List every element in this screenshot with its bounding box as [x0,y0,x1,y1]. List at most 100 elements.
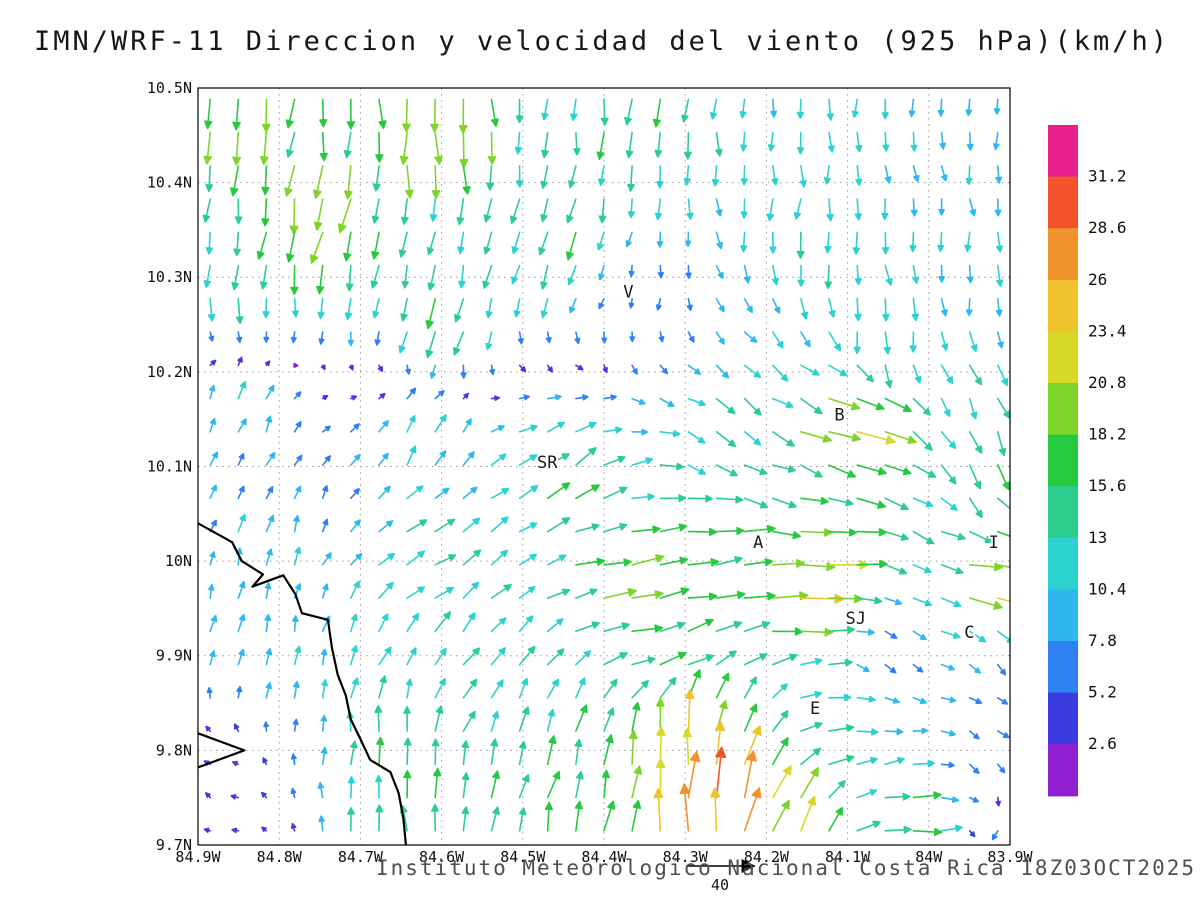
wind-arrow [425,298,436,330]
wind-arrow [992,131,1000,151]
wind-arrow [293,454,303,466]
wind-arrow [231,827,240,834]
wind-arrow [350,644,359,666]
wind-arrow [884,397,912,412]
wind-arrow [627,198,635,219]
wind-arrow [743,621,771,633]
wind-arrow [346,98,356,130]
wind-arrow [968,198,977,217]
wind-arrow [909,231,917,253]
colorbar-segment [1048,537,1078,590]
axis-y-labels: 10.5N 10.4N 10.3N 10.2N 10.1N 10N 9.9N 9.8N 9.7N [147,79,192,854]
wind-arrow [403,770,412,799]
colorbar-segment [1048,383,1078,436]
wind-arrow [800,298,809,320]
wind-arrow [233,231,241,257]
wind-arrow [518,454,538,466]
wind-arrow [350,677,359,699]
x-tick-label: 84.9W [175,848,221,866]
wind-arrow [208,584,215,599]
wind-arrow [653,788,664,832]
y-tick-label: 9.9N [156,647,192,665]
wind-arrow [631,701,641,732]
wind-arrow [378,452,389,466]
wind-arrow [800,627,834,637]
wind-arrow [293,421,302,433]
wind-arrow [687,558,720,567]
wind-arrow [968,830,976,838]
wind-arrow [546,678,559,699]
station-label: V [623,282,633,302]
wind-arrow [856,397,885,411]
wind-arrow [940,165,948,182]
wind-arrow [912,564,932,574]
wind-arrow [715,231,723,250]
wind-arrow [884,663,897,674]
wind-arrow [600,98,609,126]
wind-arrow [598,298,605,310]
wind-arrow [350,453,361,466]
wind-arrow [828,780,846,799]
wind-arrow [292,298,299,318]
wind-arrow [940,431,957,450]
wind-arrow [203,131,212,165]
reference-arrow [686,858,756,874]
wind-arrow [265,548,273,566]
wind-arrow [997,497,1010,514]
wind-arrow [884,364,893,389]
wind-arrow [290,753,297,766]
wind-arrow [261,165,270,196]
station-label: A [753,533,763,553]
wind-arrow [800,747,822,766]
wind-arrow [482,264,493,289]
wind-arrow [406,519,428,533]
wind-arrow [546,588,571,599]
wind-arrow [685,264,692,279]
wind-arrow [940,663,955,671]
wind-arrow [800,690,823,699]
wind-arrow [628,730,638,766]
wind-arrow [968,397,978,420]
wind-arrow [603,455,626,466]
wind-arrow [687,750,701,799]
wind-arrow [800,657,823,666]
wind-arrow [261,198,270,227]
wind-arrow [796,131,805,155]
wind-arrow [826,198,834,222]
wind-arrow [715,331,725,345]
wind-arrow [715,198,723,217]
wind-arrow [370,264,380,289]
colorbar-segment [1048,589,1078,642]
wind-arrow [320,714,328,732]
wind-arrow [546,453,570,466]
y-tick-label: 10.5N [147,79,192,97]
x-tick-label: 84.2W [744,848,790,866]
wind-arrow [205,231,213,255]
wind-arrow [828,659,853,667]
wind-arrow [884,792,911,801]
colorbar-label: 10.4 [1088,579,1127,598]
wind-arrow [743,787,762,832]
wind-arrow [237,381,247,400]
wind-arrow [884,825,912,834]
wind-arrow [996,231,1004,253]
wind-arrow [518,615,534,633]
wind-arrow [425,331,436,359]
wind-arrow [378,613,389,633]
wind-arrow [490,647,506,666]
wind-arrow [968,630,987,643]
wind-arrow [715,431,737,448]
wind-arrow [204,98,213,130]
wind-arrow [208,331,215,342]
wind-arrow [347,331,354,347]
wind-arrow [603,622,631,633]
wind-arrow [603,707,615,732]
colorbar-segment [1048,434,1078,487]
wind-arrow [884,697,900,704]
wind-arrow [490,710,500,732]
wind-arrow [321,485,329,500]
wind-arrow [884,165,892,184]
wind-arrow [603,678,618,699]
wind-arrow [772,497,797,509]
wind-arrow [743,591,776,601]
